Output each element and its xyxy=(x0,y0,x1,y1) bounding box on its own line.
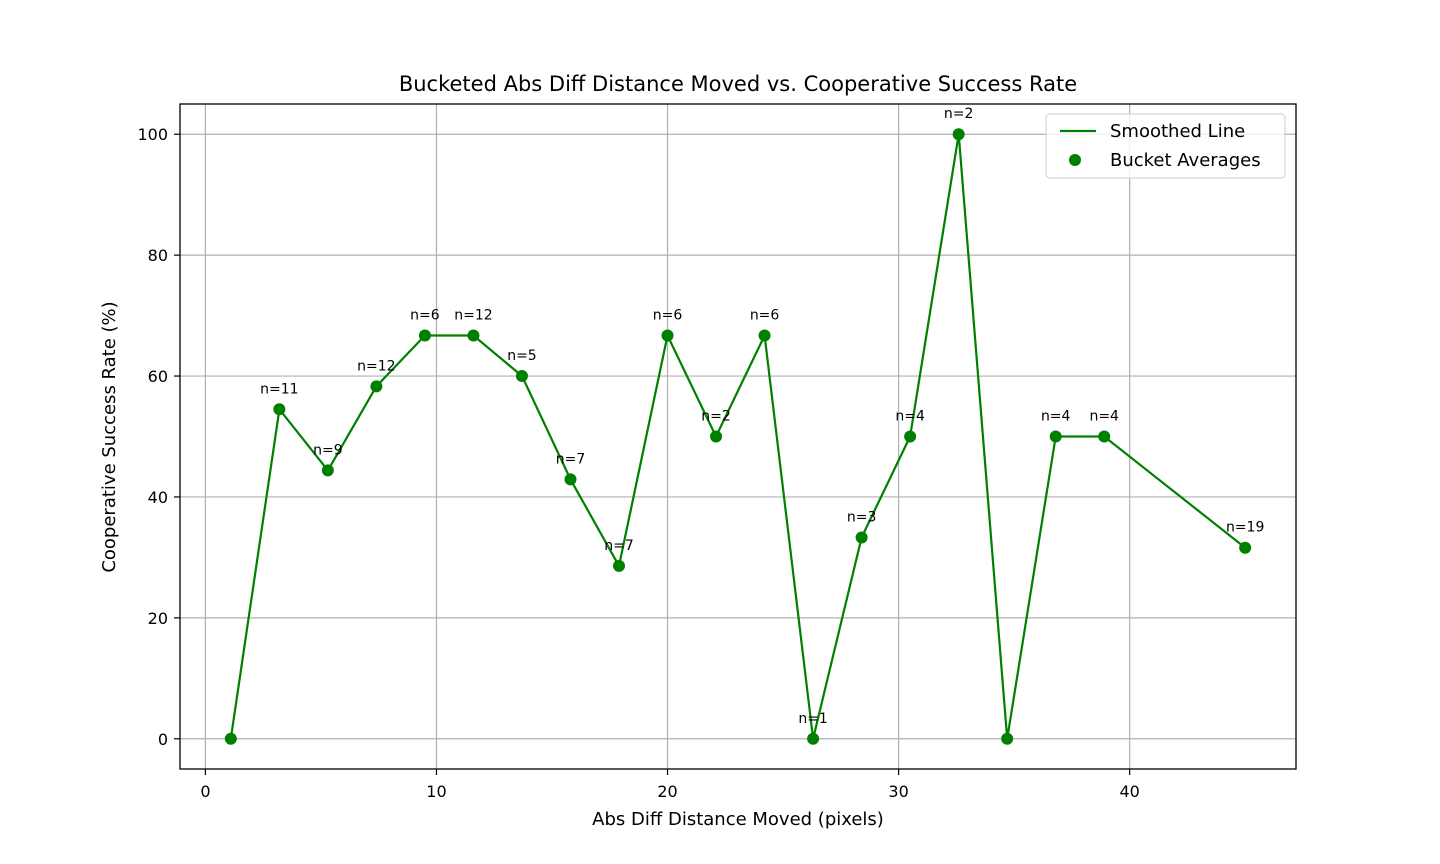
x-tick-label: 40 xyxy=(1119,782,1139,801)
point-count-label: n=9 xyxy=(313,442,343,458)
point-count-label: n=5 xyxy=(507,348,537,364)
bucket-average-point xyxy=(564,473,577,486)
point-count-label: n=3 xyxy=(847,509,877,525)
bucket-average-point xyxy=(855,531,868,544)
y-tick-label: 80 xyxy=(148,246,168,265)
bucket-average-point xyxy=(1098,430,1111,443)
point-count-label: n=7 xyxy=(556,451,586,467)
y-tick-label: 0 xyxy=(158,730,168,749)
point-count-label: n=7 xyxy=(604,538,634,554)
bucket-average-point xyxy=(613,559,626,572)
point-count-label: n=12 xyxy=(357,358,395,374)
point-count-label: n=2 xyxy=(944,106,974,122)
point-annotations: n=11 n=9 n=12 n=6 n=12 n=5 n=7 n=7 n=6 n=2 n=6 n=1 n… xyxy=(260,106,1264,727)
point-count-label: n=11 xyxy=(260,381,298,397)
plot-frame xyxy=(179,103,1297,770)
bucket-average-point xyxy=(710,430,723,443)
legend-label-smoothed-line: Smoothed Line xyxy=(1110,121,1245,142)
x-tick-label: 10 xyxy=(426,782,446,801)
point-count-label: n=4 xyxy=(895,409,925,425)
bucket-averages-series xyxy=(224,128,1252,745)
y-axis-label: Cooperative Success Rate (%) xyxy=(99,301,120,572)
point-count-label: n=1 xyxy=(798,711,828,727)
legend: Smoothed Line Bucket Averages xyxy=(1045,113,1286,179)
y-tick-label: 60 xyxy=(148,367,168,386)
x-tick-label: 0 xyxy=(200,782,210,801)
legend-label-bucket-averages: Bucket Averages xyxy=(1110,150,1261,171)
point-count-label: n=12 xyxy=(454,308,492,324)
bucket-average-point xyxy=(370,380,383,393)
point-count-label: n=6 xyxy=(750,308,780,324)
point-count-label: n=19 xyxy=(1226,520,1264,536)
bucket-average-point xyxy=(661,329,674,342)
y-tick-label: 100 xyxy=(137,125,168,144)
bucket-average-point xyxy=(758,329,771,342)
point-count-label: n=6 xyxy=(653,308,683,324)
point-count-label: n=6 xyxy=(410,308,440,324)
x-axis-label: Abs Diff Distance Moved (pixels) xyxy=(592,809,884,830)
x-tick-label: 30 xyxy=(888,782,908,801)
bucket-average-point xyxy=(807,732,820,745)
x-axis: 0 10 20 30 40 xyxy=(200,769,1140,801)
point-count-label: n=4 xyxy=(1041,409,1071,425)
bucket-average-point xyxy=(1239,541,1252,554)
bucket-average-point xyxy=(224,732,237,745)
bucket-average-point xyxy=(952,128,965,141)
bucket-average-point xyxy=(515,370,528,383)
legend-marker-swatch xyxy=(1069,154,1081,166)
bucket-average-point xyxy=(1001,732,1014,745)
x-tick-label: 20 xyxy=(657,782,677,801)
y-tick-label: 40 xyxy=(148,488,168,507)
bucket-average-point xyxy=(273,403,286,416)
legend-box xyxy=(1045,113,1286,179)
grid xyxy=(180,104,1296,769)
smoothed-line-series xyxy=(229,133,1246,740)
y-axis: 0 20 40 60 80 100 xyxy=(137,125,180,749)
chart-title: Bucketed Abs Diff Distance Moved vs. Coo… xyxy=(399,72,1077,96)
bucket-average-point xyxy=(467,329,480,342)
point-count-label: n=2 xyxy=(701,409,731,425)
point-count-label: n=4 xyxy=(1089,409,1119,425)
bucket-average-point xyxy=(1049,430,1062,443)
bucket-average-point xyxy=(904,430,917,443)
smoothed-line xyxy=(229,133,1246,740)
bucket-average-point xyxy=(418,329,431,342)
bucket-average-point xyxy=(321,464,334,477)
y-tick-label: 20 xyxy=(148,609,168,628)
